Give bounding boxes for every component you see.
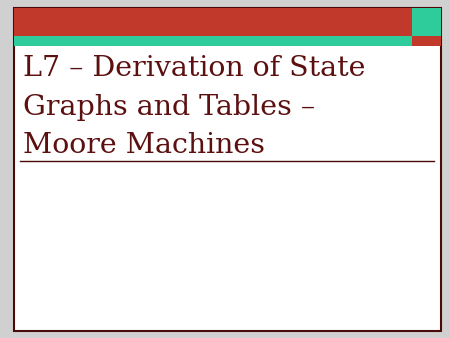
Text: L7 – Derivation of State: L7 – Derivation of State — [23, 55, 366, 82]
Bar — [14, 8, 441, 36]
Text: Moore Machines: Moore Machines — [23, 132, 265, 160]
Bar — [14, 36, 441, 46]
Bar — [412, 36, 441, 46]
Text: Graphs and Tables –: Graphs and Tables – — [23, 94, 315, 121]
Bar — [412, 8, 441, 36]
